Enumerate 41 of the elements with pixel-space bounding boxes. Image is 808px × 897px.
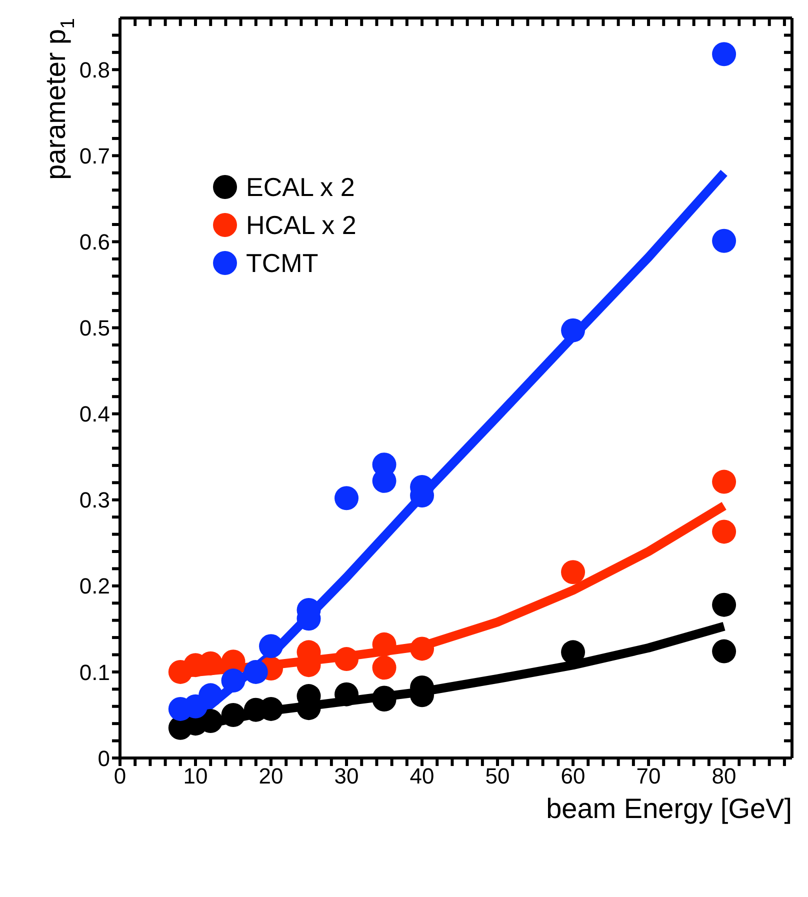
x-tick-label: 70: [636, 764, 661, 789]
point: [372, 632, 396, 656]
x-tick-label: 60: [560, 764, 586, 789]
y-tick-label: 0.1: [79, 660, 110, 685]
point: [561, 560, 586, 584]
point: [712, 520, 736, 544]
point: [221, 668, 246, 693]
x-tick-label: 10: [183, 764, 208, 789]
x-tick-label: 20: [258, 764, 284, 789]
point: [561, 318, 586, 342]
x-tick-label: 50: [485, 764, 510, 789]
x-tick-label: 40: [410, 764, 434, 789]
x-axis-title: beam Energy [GeV]: [546, 793, 792, 824]
y-tick-label: 0.6: [79, 230, 110, 255]
legend-label: HCAL x 2: [246, 210, 356, 240]
point: [712, 228, 736, 253]
y-tick-label: 0.4: [79, 402, 110, 427]
legend-label: TCMT: [246, 248, 318, 278]
point: [712, 639, 736, 664]
y-tick-label: 0.7: [79, 143, 110, 168]
y-tick-label: 0.2: [79, 574, 110, 599]
point: [244, 660, 268, 684]
point: [334, 486, 359, 510]
x-tick-label: 30: [334, 764, 359, 789]
point: [334, 647, 359, 672]
point: [334, 682, 359, 706]
y-tick-label: 0: [98, 746, 110, 771]
x-tick-label: 0: [114, 764, 126, 789]
legend-label: ECAL x 2: [246, 172, 355, 202]
point: [372, 656, 396, 680]
y-tick-label: 0.5: [79, 316, 110, 341]
point: [712, 42, 736, 66]
y-tick-label: 0.8: [79, 57, 110, 82]
point: [712, 470, 736, 494]
point: [221, 702, 246, 727]
point: [259, 634, 284, 658]
y-tick-label: 0.3: [79, 488, 110, 513]
point: [198, 683, 223, 708]
point: [410, 636, 434, 661]
point: [712, 592, 736, 617]
x-tick-label: 80: [712, 764, 736, 789]
